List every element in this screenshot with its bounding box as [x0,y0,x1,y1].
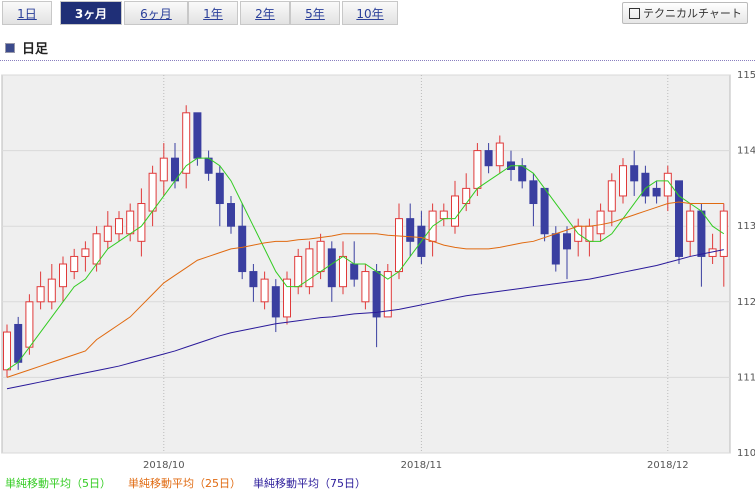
candle-body [551,233,560,265]
technical-chart-button[interactable]: テクニカルチャート [622,2,748,24]
candle-body [439,210,448,220]
candle-body [271,286,280,318]
candle-body [59,263,67,288]
candle-body [47,278,56,303]
candle-body [283,278,291,318]
candle-body [484,150,493,167]
candle-body [92,233,101,265]
candle-body [663,172,672,197]
candle-body [495,142,504,167]
candle-body [686,210,695,242]
candle-body [719,210,728,257]
candle-body [473,150,482,189]
candle-body [675,180,683,257]
candle-body [327,248,336,288]
candle-body [607,180,616,212]
candle-body [193,112,202,159]
y-tick-label: 115 [737,70,755,81]
candle-body [227,203,235,227]
candle-body [563,233,571,250]
candle-body [115,218,123,235]
candle-body [585,225,594,242]
x-tick-label: 2018/11 [401,460,443,471]
candle-body [103,225,112,242]
period-tab[interactable]: 10年 [342,1,398,25]
candle-body [395,218,403,273]
candle-body [25,301,34,348]
x-tick-label: 2018/12 [647,460,689,471]
candle-body [372,271,381,318]
candle-body [518,165,527,182]
candle-body [3,331,11,371]
candle-body [70,255,79,273]
candle-body [81,248,90,257]
legend-entry: 単純移動平均（5日） [5,476,111,490]
candle-body [641,172,650,197]
section-icon [5,43,15,53]
candle-body [462,187,471,205]
candle-body [652,187,661,197]
candle-body [596,210,605,235]
candle-body [451,195,459,227]
candle-body [529,180,538,205]
candle-body [249,271,258,288]
candle-body [316,240,325,273]
moving-average-line [6,201,724,378]
candle-body [406,218,415,242]
candle-body [383,271,392,318]
candle-body [126,210,135,235]
candle-body [540,187,549,235]
candle-body [305,248,314,288]
candle-body [350,263,359,280]
candle-body [36,286,45,303]
candle-body [339,255,347,288]
y-tick-label: 114 [737,146,755,157]
y-tick-label: 112 [737,297,755,308]
moving-average-line [6,157,725,371]
candle-body [619,165,627,197]
candle-body [630,165,639,182]
legend-entry: 単純移動平均（75日） [253,476,366,490]
candle-body [159,157,168,182]
candle-body [137,203,146,242]
candle-body [215,172,224,205]
candle-body [294,255,303,288]
section-rule [0,60,755,61]
y-tick-label: 113 [737,221,755,232]
candle-body [148,172,157,212]
section-title: 日足 [22,42,49,57]
y-tick-label: 111 [737,372,755,383]
candle-body [697,210,706,257]
period-tab[interactable]: 3ヶ月 [60,1,122,25]
period-tab[interactable]: 5年 [290,1,340,25]
candle-body [14,323,23,363]
candle-body [204,157,213,174]
candle-body [182,112,191,174]
candle-body [260,278,269,303]
candle-body [238,225,247,273]
period-tab[interactable]: 1年 [188,1,238,25]
moving-average-line [6,249,724,390]
period-tab[interactable]: 2年 [240,1,290,25]
period-tab[interactable]: 1日 [2,1,52,25]
candle-body [361,271,370,303]
period-tab[interactable]: 6ヶ月 [124,1,188,25]
x-tick-label: 2018/10 [143,460,185,471]
y-tick-label: 110 [737,448,755,459]
legend-entry: 単純移動平均（25日） [128,476,241,490]
